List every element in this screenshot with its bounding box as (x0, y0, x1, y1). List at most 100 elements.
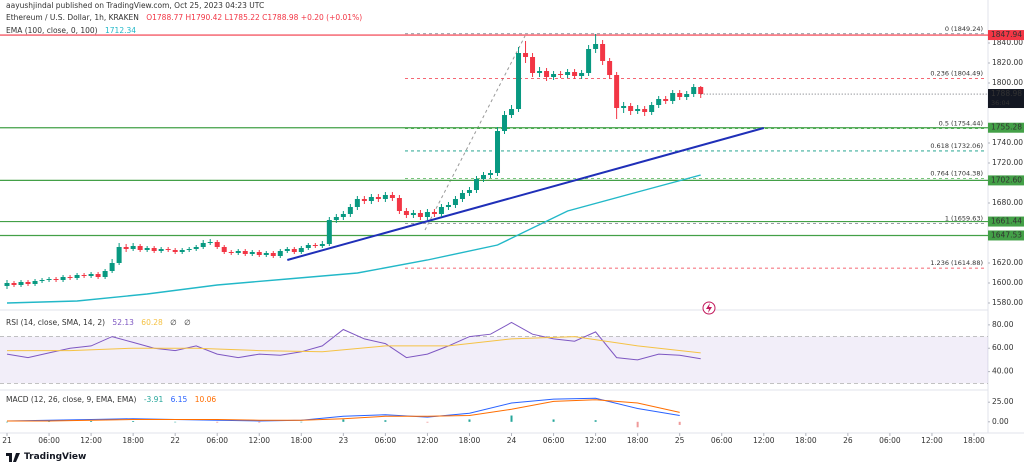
candle-body (53, 279, 59, 280)
macd-histogram-bar (132, 421, 135, 422)
candle-body (523, 53, 529, 57)
x-tick-label: 22 (170, 436, 180, 445)
price-tag-label: 1647.53 (991, 230, 1022, 239)
macd-histogram-bar (300, 421, 303, 423)
candle-body (551, 74, 557, 77)
price-tag-label: 1755.28 (991, 123, 1022, 132)
candle-body (179, 250, 185, 252)
candle-body (340, 214, 346, 217)
x-tick-label: 18:00 (795, 436, 817, 445)
x-tick-label: 06:00 (206, 436, 228, 445)
candle-body (144, 248, 150, 250)
candle-body (18, 282, 24, 285)
rsi-line (7, 336, 701, 354)
candle-body (151, 248, 157, 251)
candle-body (614, 75, 620, 108)
candle-body (691, 87, 697, 94)
candle-body (25, 282, 31, 284)
price-tag-label: 1661.44 (991, 217, 1022, 226)
candle-body (537, 71, 543, 73)
rsi-readout-empty: ∅ (184, 318, 191, 327)
candle-body (445, 205, 451, 207)
x-tick-label: 21 (2, 436, 12, 445)
macd-title: MACD (12, 26, close, 9, EMA, EMA) (6, 395, 137, 404)
x-tick-label: 06:00 (711, 436, 733, 445)
ohlc-readout: O1788.77 H1790.42 L1785.22 C1788.98 +0.2… (146, 13, 363, 22)
x-tick-label: 06:00 (879, 436, 901, 445)
candle-body (389, 195, 395, 198)
candle-body (32, 281, 38, 284)
candle-body (684, 94, 690, 97)
y-tick-label: 1800.00 (992, 78, 1023, 87)
macd-histogram-bar (636, 421, 639, 428)
candle-body (291, 249, 297, 252)
candle-body (221, 247, 227, 252)
macd-histogram-bar (678, 421, 681, 425)
candle-body (544, 71, 550, 77)
candle-body (60, 277, 66, 280)
x-tick-label: 06:00 (375, 436, 397, 445)
candle-body (410, 213, 416, 215)
candle-body (487, 173, 493, 175)
candle-body (565, 72, 571, 75)
candle-body (11, 283, 17, 285)
candle-body (495, 131, 501, 173)
macd-histogram-bar (552, 419, 555, 422)
candle-body (642, 109, 648, 112)
x-tick-label: 12:00 (248, 436, 270, 445)
candle-body (431, 212, 437, 214)
x-tick-label: 06:00 (38, 436, 60, 445)
price-tag (988, 216, 1024, 227)
candle-body (459, 193, 465, 199)
candle-body (670, 93, 676, 101)
fib-anchor-line (424, 35, 526, 231)
rsi-band (0, 336, 988, 384)
macd-histogram-bar (90, 421, 93, 422)
symbol-header: Ethereum / U.S. Dollar, 1h, KRAKEN O1788… (6, 13, 367, 22)
candle-body (516, 53, 522, 109)
y-tick-label: 1720.00 (992, 158, 1023, 167)
candle-body (354, 199, 360, 207)
x-tick-label: 18:00 (122, 436, 144, 445)
macd-signal-readout: 10.06 (194, 395, 217, 404)
candle-body (228, 252, 234, 253)
logo (6, 452, 20, 462)
y-tick-label: 1680.00 (992, 198, 1023, 207)
bar-countdown: 36:04 (991, 99, 1010, 107)
candle-body (361, 199, 367, 201)
candle-body (312, 245, 318, 246)
rsi-header: RSI (14, close, SMA, 14, 2) 52.13 60.28 … (6, 318, 196, 327)
candle-body (88, 274, 94, 276)
fib-label: 1.236 (1614.88) (930, 259, 983, 267)
byline: aayushjindal published on TradingView.co… (6, 1, 269, 10)
y-tick-label: 25.00 (992, 397, 1014, 406)
candle-body (116, 247, 122, 263)
candle-body (249, 252, 255, 254)
candle-body (558, 74, 564, 75)
y-tick-label: 80.00 (992, 320, 1014, 329)
candle-body (466, 190, 472, 193)
x-tick-label: 18:00 (963, 436, 985, 445)
candle-body (417, 213, 423, 217)
macd-hist-readout: -3.91 (143, 395, 164, 404)
candle-body (172, 250, 178, 252)
candle-body (579, 73, 585, 76)
candle-body (319, 244, 325, 246)
candle-body (600, 44, 606, 61)
candle-body (200, 243, 206, 247)
candle-body (165, 249, 171, 250)
candle-body (95, 274, 101, 277)
x-tick-label: 12:00 (417, 436, 439, 445)
candle-body (123, 247, 129, 249)
macd-histogram-bar (174, 421, 177, 423)
fib-label: 0.618 (1732.06) (930, 142, 983, 150)
rsi-line (6, 321, 701, 361)
candle-body (193, 247, 199, 249)
y-tick-label: 0.00 (992, 417, 1009, 426)
candle-body (277, 251, 283, 256)
rsi-title: RSI (14, close, SMA, 14, 2) (6, 318, 106, 327)
rsi-readout-empty: ∅ (170, 318, 177, 327)
candle-body (424, 212, 430, 217)
candle-body (256, 252, 262, 255)
